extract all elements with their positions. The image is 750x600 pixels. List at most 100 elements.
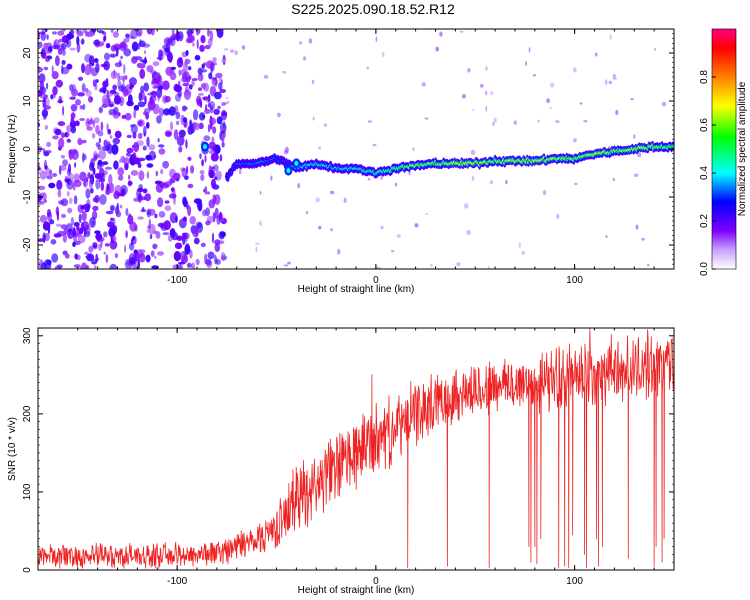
speckle-mark xyxy=(87,172,91,179)
speckle-mark xyxy=(130,29,138,40)
speckle-mark xyxy=(212,194,217,205)
speckle-mark xyxy=(464,202,469,209)
speckle-mark xyxy=(61,213,66,219)
speckle-mark xyxy=(137,259,140,269)
speckle-mark xyxy=(103,31,107,37)
speckle-mark xyxy=(221,58,226,63)
speckle-mark xyxy=(459,30,464,33)
speckle-mark xyxy=(126,147,134,154)
colorbar-tick-label: 0.2 xyxy=(699,214,710,228)
speckle-mark xyxy=(217,105,221,110)
speckle-mark xyxy=(343,197,347,203)
speckle-mark xyxy=(81,83,86,93)
speckle-mark xyxy=(198,92,204,96)
speckle-mark xyxy=(172,264,180,269)
speckle-mark xyxy=(46,209,52,218)
speckle-mark xyxy=(143,82,149,92)
speckle-mark xyxy=(158,144,165,148)
speckle-mark xyxy=(92,166,95,175)
speckle-mark xyxy=(147,92,154,96)
speckle-mark xyxy=(143,125,147,137)
speckle-mark xyxy=(210,152,219,162)
colorbar-label: Normalized spectral amplitude xyxy=(737,81,748,216)
speckle-mark xyxy=(546,98,550,104)
speckle-mark xyxy=(390,250,395,253)
speckle-mark xyxy=(39,214,48,223)
speckle-mark xyxy=(55,223,62,227)
speckle-mark xyxy=(109,53,117,58)
speckle-mark xyxy=(183,90,192,96)
speckle-mark xyxy=(220,109,228,121)
speckle-mark xyxy=(178,129,186,138)
speckle-mark xyxy=(312,116,315,121)
y-tick-label: 0 xyxy=(22,146,33,152)
speckle-mark xyxy=(484,90,488,96)
speckle-mark xyxy=(216,259,221,265)
speckle-mark xyxy=(221,141,225,148)
speckle-mark xyxy=(218,29,224,35)
speckle-mark xyxy=(207,251,215,260)
speckle-mark xyxy=(138,170,145,181)
speckle-mark xyxy=(88,178,93,189)
speckle-mark xyxy=(187,183,194,189)
speckle-mark xyxy=(175,111,181,120)
speckle-mark xyxy=(112,137,121,145)
speckle-mark xyxy=(80,222,85,233)
speckle-mark xyxy=(106,183,109,192)
speckle-mark xyxy=(46,141,52,147)
speckle-mark xyxy=(149,70,157,75)
speckle-mark xyxy=(104,52,110,61)
speckle-mark xyxy=(137,193,143,203)
speckle-mark xyxy=(40,262,47,269)
speckle-mark xyxy=(94,265,97,269)
speckle-mark xyxy=(51,65,54,73)
speckle-mark xyxy=(542,189,547,196)
speckle-mark xyxy=(88,245,94,253)
speckle-mark xyxy=(209,115,213,125)
speckle-mark xyxy=(572,67,577,73)
speckle-mark xyxy=(133,104,140,111)
speckle-mark xyxy=(173,251,181,262)
speckle-mark xyxy=(192,230,199,238)
speckle-mark xyxy=(225,96,229,99)
speckle-mark xyxy=(110,217,114,222)
speckle-mark xyxy=(646,263,650,267)
speckle-mark xyxy=(461,94,466,99)
speckle-mark xyxy=(76,254,81,261)
speckle-mark xyxy=(165,131,172,137)
speckle-mark xyxy=(175,120,180,126)
speckle-mark xyxy=(198,112,206,121)
colorbar-tick-label: 0.0 xyxy=(699,262,710,276)
speckle-mark xyxy=(89,217,96,228)
speckle-mark xyxy=(173,172,181,181)
speckle-mark xyxy=(144,193,151,202)
speckle-mark xyxy=(212,56,217,63)
speckle-mark xyxy=(85,89,92,97)
speckle-mark xyxy=(208,72,213,80)
speckle-mark xyxy=(435,46,440,52)
speckle-mark xyxy=(181,254,189,264)
speckle-mark xyxy=(69,96,76,100)
speckle-mark xyxy=(40,200,45,205)
speckle-mark xyxy=(480,84,484,88)
speckle-mark xyxy=(187,205,192,217)
speckle-mark xyxy=(57,121,66,127)
speckle-mark xyxy=(270,175,273,181)
speckle-mark xyxy=(206,191,210,195)
speckle-mark xyxy=(372,143,377,147)
speckle-mark xyxy=(114,130,122,139)
speckle-mark xyxy=(93,39,100,46)
speckle-mark xyxy=(159,107,164,117)
speckle-mark xyxy=(608,80,612,85)
speckle-mark xyxy=(100,121,104,132)
speckle-mark xyxy=(68,197,73,205)
speckle-mark xyxy=(282,71,286,74)
speckle-mark xyxy=(90,29,97,33)
ridge-blob xyxy=(203,144,207,150)
speckle-mark xyxy=(79,171,87,182)
speckle-mark xyxy=(52,135,59,140)
speckle-mark xyxy=(217,240,225,245)
speckle-mark xyxy=(196,98,203,107)
